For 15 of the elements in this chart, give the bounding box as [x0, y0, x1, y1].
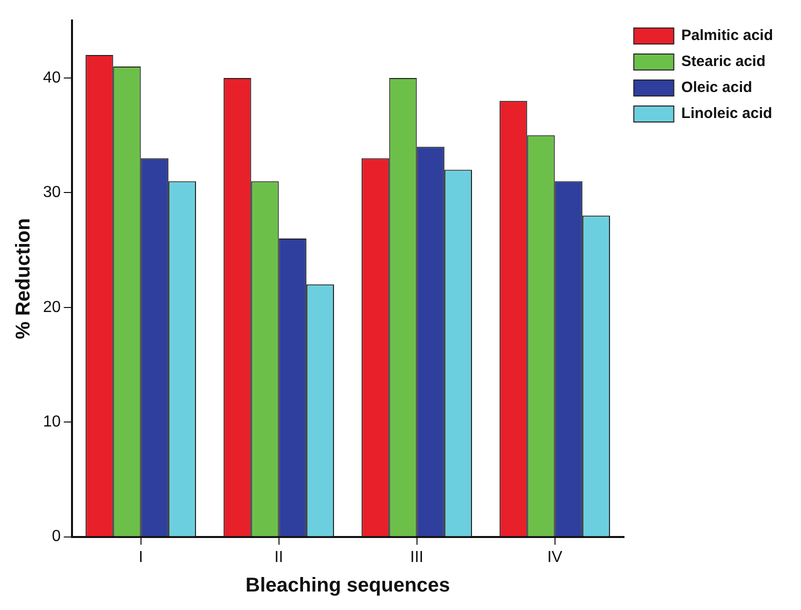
legend-label: Stearic acid — [681, 53, 766, 70]
legend-label: Linoleic acid — [681, 105, 772, 122]
legend-label: Oleic acid — [681, 79, 752, 96]
x-tick-label: III — [410, 548, 424, 566]
x-axis-title: Bleaching sequences — [246, 574, 450, 597]
y-tick-label: 20 — [43, 298, 61, 316]
y-tick-label: 10 — [43, 413, 61, 430]
legend-label: Palmitic acid — [681, 27, 774, 44]
x-tick-label: II — [274, 548, 284, 566]
y-tick-label: 40 — [43, 69, 61, 86]
y-tick-label: 0 — [52, 528, 61, 546]
x-tick-label: IV — [547, 548, 563, 566]
y-axis-title: % Reduction — [12, 218, 35, 340]
x-tick-label: I — [138, 548, 144, 566]
y-tick-label: 30 — [43, 184, 61, 202]
